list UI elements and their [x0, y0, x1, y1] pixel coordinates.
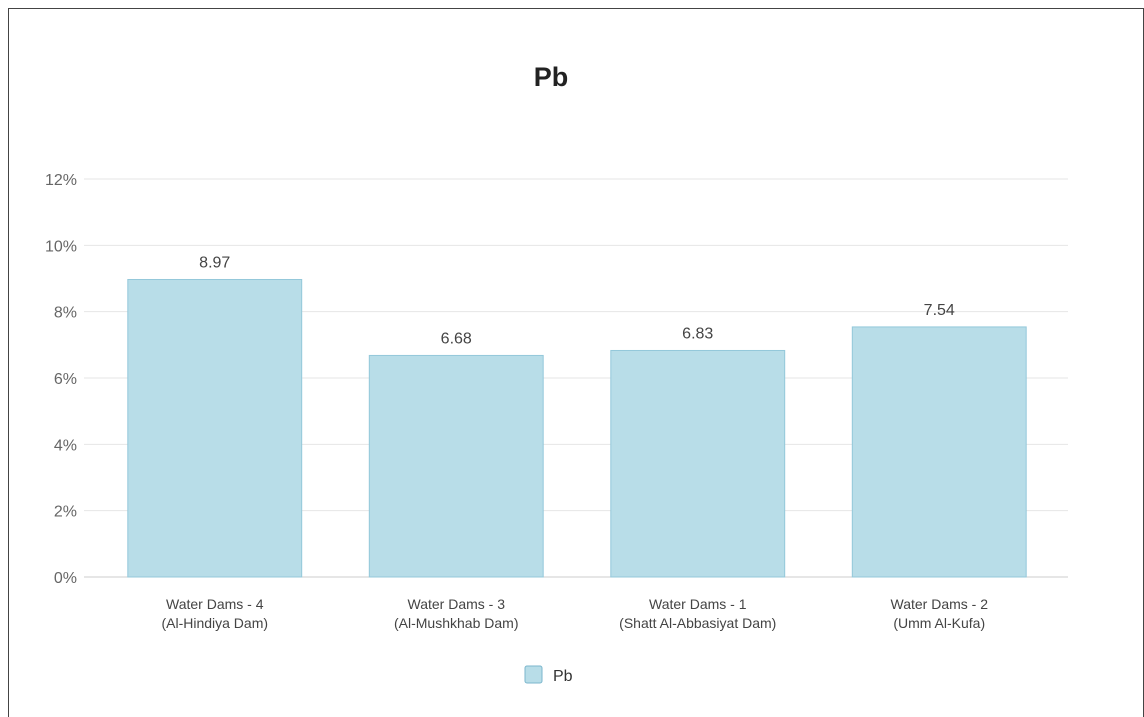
y-tick-label: 6% — [54, 371, 77, 388]
x-tick-label: (Shatt Al-Abbasiyat Dam) — [619, 615, 776, 631]
x-tick-label: (Al-Hindiya Dam) — [161, 615, 268, 631]
bar[interactable] — [127, 278, 303, 578]
x-tick-label: Water Dams - 3 — [408, 596, 506, 612]
bars — [127, 278, 1027, 578]
chart-title: Pb — [534, 62, 569, 92]
y-tick-label: 8% — [54, 305, 77, 322]
bar[interactable] — [851, 326, 1027, 578]
bar[interactable] — [610, 349, 786, 578]
legend[interactable]: Pb — [524, 665, 573, 685]
x-tick-label: Water Dams - 4 — [166, 596, 264, 612]
x-tick-label: (Umm Al-Kufa) — [893, 615, 985, 631]
data-label: 8.97 — [199, 254, 230, 271]
x-axis-ticks: Water Dams - 4 (Al-Hindiya Dam) Water Dams… — [161, 596, 988, 631]
legend-swatch — [524, 665, 543, 684]
y-tick-label: 2% — [54, 504, 77, 521]
y-tick-label: 4% — [54, 437, 77, 454]
data-labels: 8.97 6.68 6.83 7.54 — [199, 254, 955, 347]
data-label: 7.54 — [924, 302, 955, 319]
x-tick-label: (Al-Mushkhab Dam) — [394, 615, 518, 631]
y-tick-label: 12% — [45, 172, 77, 189]
x-tick-label: Water Dams - 2 — [891, 596, 989, 612]
y-axis-ticks: 0% 2% 4% 6% 8% 10% 12% — [45, 172, 77, 587]
bar[interactable] — [368, 354, 544, 578]
x-tick-label: Water Dams - 1 — [649, 596, 747, 612]
data-label: 6.83 — [682, 325, 713, 342]
data-label: 6.68 — [441, 330, 472, 347]
y-tick-label: 0% — [54, 570, 77, 587]
legend-label: Pb — [553, 668, 573, 685]
y-tick-label: 10% — [45, 238, 77, 255]
